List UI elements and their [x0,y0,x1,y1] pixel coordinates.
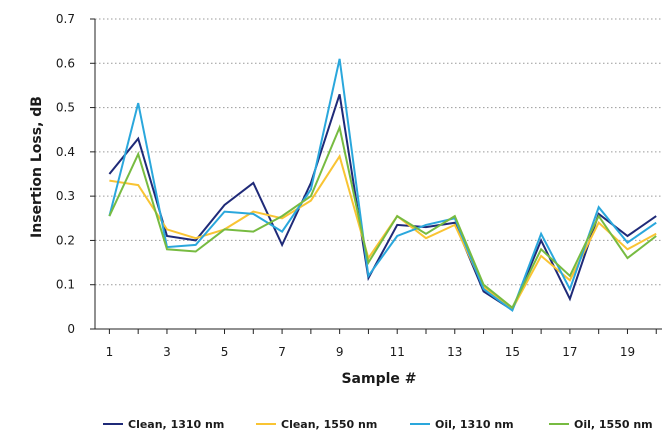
y-axis-title: Insertion Loss, dB [29,96,45,238]
legend: Clean, 1310 nm Clean, 1550 nm Oil, 1310 nm… [103,418,653,431]
series-line-3 [108,58,657,312]
y-tick-label: 0 [67,322,75,336]
x-axis-title: Sample # [341,371,416,387]
x-tick-label: 5 [221,345,229,359]
x-tick-label: 1 [106,345,114,359]
x-tick-labels: 1 3 5 7 9 11 13 15 17 19 [106,345,636,359]
y-tick-label: 0.6 [56,56,75,70]
legend-label-1: Clean, 1310 nm [128,418,224,431]
x-tick-label: 11 [390,345,405,359]
y-tick-label: 0.3 [56,189,75,203]
series-line-4 [108,124,657,310]
x-tick-label: 15 [505,345,520,359]
x-tick-label: 17 [562,345,577,359]
x-tick-label: 13 [447,345,462,359]
x-tick-label: 19 [620,345,635,359]
y-tick-label: 0.5 [56,101,75,115]
legend-label-2: Clean, 1550 nm [281,418,377,431]
y-tick-labels: 0 0.1 0.2 0.3 0.4 0.5 0.6 0.7 [56,12,75,336]
legend-label-4: Oil, 1550 nm [574,418,653,431]
y-tick-label: 0.1 [56,278,75,292]
y-tick-label: 0.4 [56,145,75,159]
y-tick-label: 0.7 [56,12,75,26]
x-tick-label: 9 [336,345,344,359]
y-tick-label: 0.2 [56,233,75,247]
legend-label-3: Oil, 1310 nm [435,418,514,431]
x-tick-label: 7 [278,345,286,359]
axes [90,18,662,334]
series-line-2 [109,153,657,311]
x-tick-label: 3 [163,345,171,359]
series-lines [108,58,657,312]
series-line-1 [108,93,657,312]
